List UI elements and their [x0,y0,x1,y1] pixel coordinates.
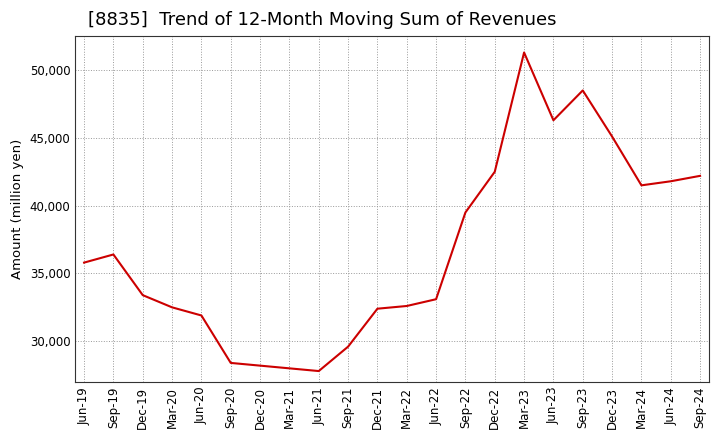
Y-axis label: Amount (million yen): Amount (million yen) [11,139,24,279]
Text: [8835]  Trend of 12-Month Moving Sum of Revenues: [8835] Trend of 12-Month Moving Sum of R… [88,11,557,29]
